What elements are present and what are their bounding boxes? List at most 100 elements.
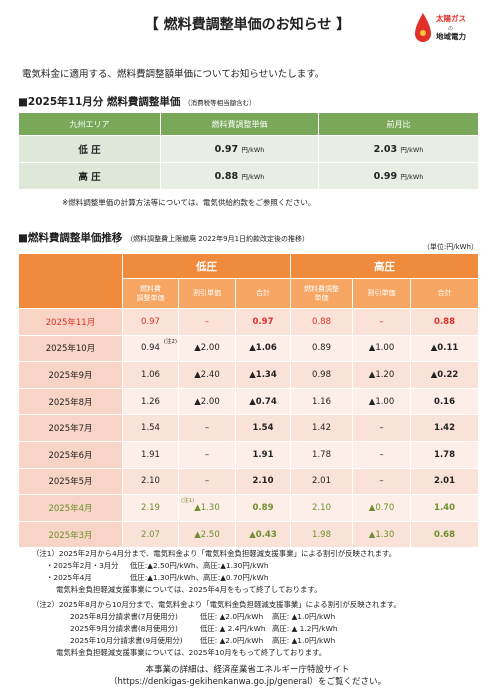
month: 2025年6月	[18, 440, 123, 469]
note-col: 2025年9月分請求書(8月使用分)	[70, 624, 178, 633]
note-text: （注1）2025年2月から4月分まで、電気料金より「電気料金負担軽減支援事業」に…	[32, 549, 397, 558]
unit: 円/kWh	[400, 172, 424, 181]
value-cell: 1.54	[122, 414, 179, 442]
note-col: 高圧: ▲1.0円/kWh	[272, 612, 336, 621]
value-cell: 1.54	[234, 414, 292, 442]
value-cell: 1.98	[290, 520, 354, 549]
heading-sub: （消費税等相当額含む）	[184, 99, 256, 107]
sub-header: 合計	[234, 278, 292, 309]
note-text: （注2）2025年8月から10月分まで、電気料金より「電気料金負担軽減支援事業」…	[32, 600, 401, 609]
note-line: 電気料金負担軽減支援事業については、2025年4月をもって終了しております。	[32, 584, 401, 596]
unit: 円/kWh	[241, 145, 265, 154]
value-cell: 2.19	[122, 494, 179, 522]
value-cell: 2.10	[290, 494, 354, 522]
value-cell: 2.01	[410, 467, 480, 496]
row: 2025年7月 1.54–1.54 1.42–1.42	[18, 414, 480, 442]
note-col: 高圧: ▲1.0円/kWh	[272, 636, 336, 645]
group-header: 高圧	[290, 253, 480, 279]
note-col: 低圧:▲1.30円/kWh、高圧:▲0.70円/kWh	[130, 573, 269, 582]
group-row: 低圧 高圧	[18, 253, 480, 309]
note-marker: (注2)	[163, 338, 177, 345]
value-cell: 2.10	[234, 467, 292, 496]
value: ▲1.30	[194, 502, 220, 513]
heading: ■燃料費調整単価推移 （燃料調整費上限撤廃 2022年9月1日約款改定後の推移）	[18, 230, 309, 245]
value-cell: 0.88	[290, 308, 354, 336]
row: 2025年4月 2.19 ▲1.30 (注1) 0.89 2.10 ▲0.70 1.40	[18, 494, 480, 522]
note-line: 2025年8月分請求書(7月使用分) 低圧: ▲2.0円/kWh 高圧: ▲1.0円…	[32, 611, 401, 623]
value-cell: 1.26	[122, 387, 179, 416]
footer-line: 本事業の詳細は、経済産業省エネルギー庁特設サイト	[145, 665, 350, 675]
value: 0.94	[141, 343, 160, 354]
note-text: 電気料金負担軽減支援事業については、2025年4月をもって終了しております。	[56, 585, 322, 594]
logo-text: 地域電力	[436, 31, 466, 41]
value-cell: 0.97	[122, 308, 179, 336]
value-cell: 1.78	[290, 440, 354, 469]
note-col: 低圧: ▲2.0円/kWh	[200, 612, 264, 621]
history-table: 低圧 高圧 燃料費 調整単価 割引単価 合計 燃料費調整 単価 割引単価 合計 2025年11月…	[18, 253, 480, 549]
value-cell: ▲2.00	[178, 387, 236, 416]
note-col: 低圧: ▲ 2.4円/kWh	[200, 624, 266, 633]
value-cell: 0.68	[410, 520, 480, 549]
value-cell: ▲2.40	[178, 361, 236, 389]
value-cell: 2.10	[122, 467, 179, 496]
value-cell: 1.78	[410, 440, 480, 469]
value-cell: ▲1.20	[352, 361, 412, 389]
current-table: 九州エリア 燃料費調整単価 前月比低 圧 0.97 円/kWh 2.03 円/kWh 高 …	[18, 112, 479, 190]
month: 2025年4月	[18, 494, 123, 522]
value-cell: –	[178, 440, 236, 469]
sub-header: 合計	[410, 278, 480, 309]
value-cell: ▲0.11	[410, 334, 480, 363]
note-col: 高圧: ▲ 1.2円/kWh	[272, 624, 338, 633]
value-cell: ▲0.43	[234, 520, 292, 549]
sub-header: 割引単価	[178, 278, 236, 309]
value-cell: ▲0.70	[352, 494, 412, 522]
value-cell: –	[352, 467, 412, 496]
value-cell: 1.91	[234, 440, 292, 469]
note-col: ・2025年2月・3月分	[46, 561, 119, 570]
header-row: 九州エリア 燃料費調整単価 前月比	[18, 112, 479, 136]
note-line: 電気料金負担軽減支援事業については、2025年10月をもって終了しております。	[32, 647, 401, 659]
value-cell: 0.89	[234, 494, 292, 522]
sub-row: 燃料費 調整単価 割引単価 合計 燃料費調整 単価 割引単価 合計	[19, 278, 480, 309]
value-cell: ▲1.34	[234, 361, 292, 389]
value-cell: 0.88	[410, 308, 480, 336]
value-cell: ▲2.50	[178, 520, 236, 549]
value-cell: –	[352, 414, 412, 442]
notes: （注1）2025年2月から4月分まで、電気料金より「電気料金負担軽減支援事業」に…	[32, 548, 401, 659]
row: 2025年11月 0.97–0.97 0.88–0.88	[18, 308, 480, 336]
note-line: （注2）2025年8月から10月分まで、電気料金より「電気料金負担軽減支援事業」…	[32, 599, 401, 611]
note-col: 2025年10月分請求書(9月使用分)	[70, 636, 183, 645]
value-cell: 1.91	[122, 440, 179, 469]
value-cell: –	[352, 308, 412, 336]
month: 2025年3月	[18, 520, 123, 549]
value: 2.03	[373, 143, 398, 155]
note-line: 2025年9月分請求書(8月使用分) 低圧: ▲ 2.4円/kWh 高圧: ▲ 1.…	[32, 623, 401, 635]
value-cell: ▲1.00	[352, 334, 412, 363]
footer-line: （https://denkigas-gekihenkanwa.go.jp/gen…	[108, 677, 387, 687]
value-cell: 0.97	[234, 308, 292, 336]
month: 2025年11月	[18, 308, 123, 336]
sub-header: 割引単価	[352, 278, 412, 309]
note-marker: (注1)	[181, 498, 195, 505]
note-line: ・2025年2月・3月分 低圧:▲2.50円/kWh、高圧:▲1.30円/kWh	[32, 560, 401, 572]
month: 2025年10月	[18, 334, 123, 363]
row: 2025年6月 1.91–1.91 1.78–1.78	[18, 440, 480, 469]
value-cell: 2.03 円/kWh	[318, 135, 479, 163]
heading-sub: （燃料調整費上限撤廃 2022年9月1日約款改定後の推移）	[126, 235, 310, 243]
row: 2025年9月 1.06 ▲2.40 ▲1.34 0.98 ▲1.20 ▲0.22	[18, 361, 480, 389]
group-header: 低圧	[121, 253, 292, 279]
logo: 太陽ガス の 地域電力	[415, 13, 466, 42]
row-label: 高 圧	[18, 162, 161, 190]
value-cell: 1.16	[290, 387, 354, 416]
value-cell: 1.40	[410, 494, 480, 522]
value-cell: ▲0.74	[234, 387, 292, 416]
heading: ■2025年11月分 燃料費調整単価 （消費税等相当額含む）	[18, 94, 256, 109]
row: 2025年10月 0.94 (注2) ▲2.00 ▲1.06 0.89 ▲1.00 ▲0.11	[18, 334, 480, 363]
value: 0.99	[373, 170, 398, 182]
header-cell: 燃料費調整単価	[160, 112, 319, 136]
value-cell: 1.42	[410, 414, 480, 442]
note-col: 低圧:▲2.50円/kWh、高圧:▲1.30円/kWh	[130, 561, 269, 570]
value-cell: ▲2.00	[178, 334, 236, 363]
corner	[18, 253, 123, 309]
